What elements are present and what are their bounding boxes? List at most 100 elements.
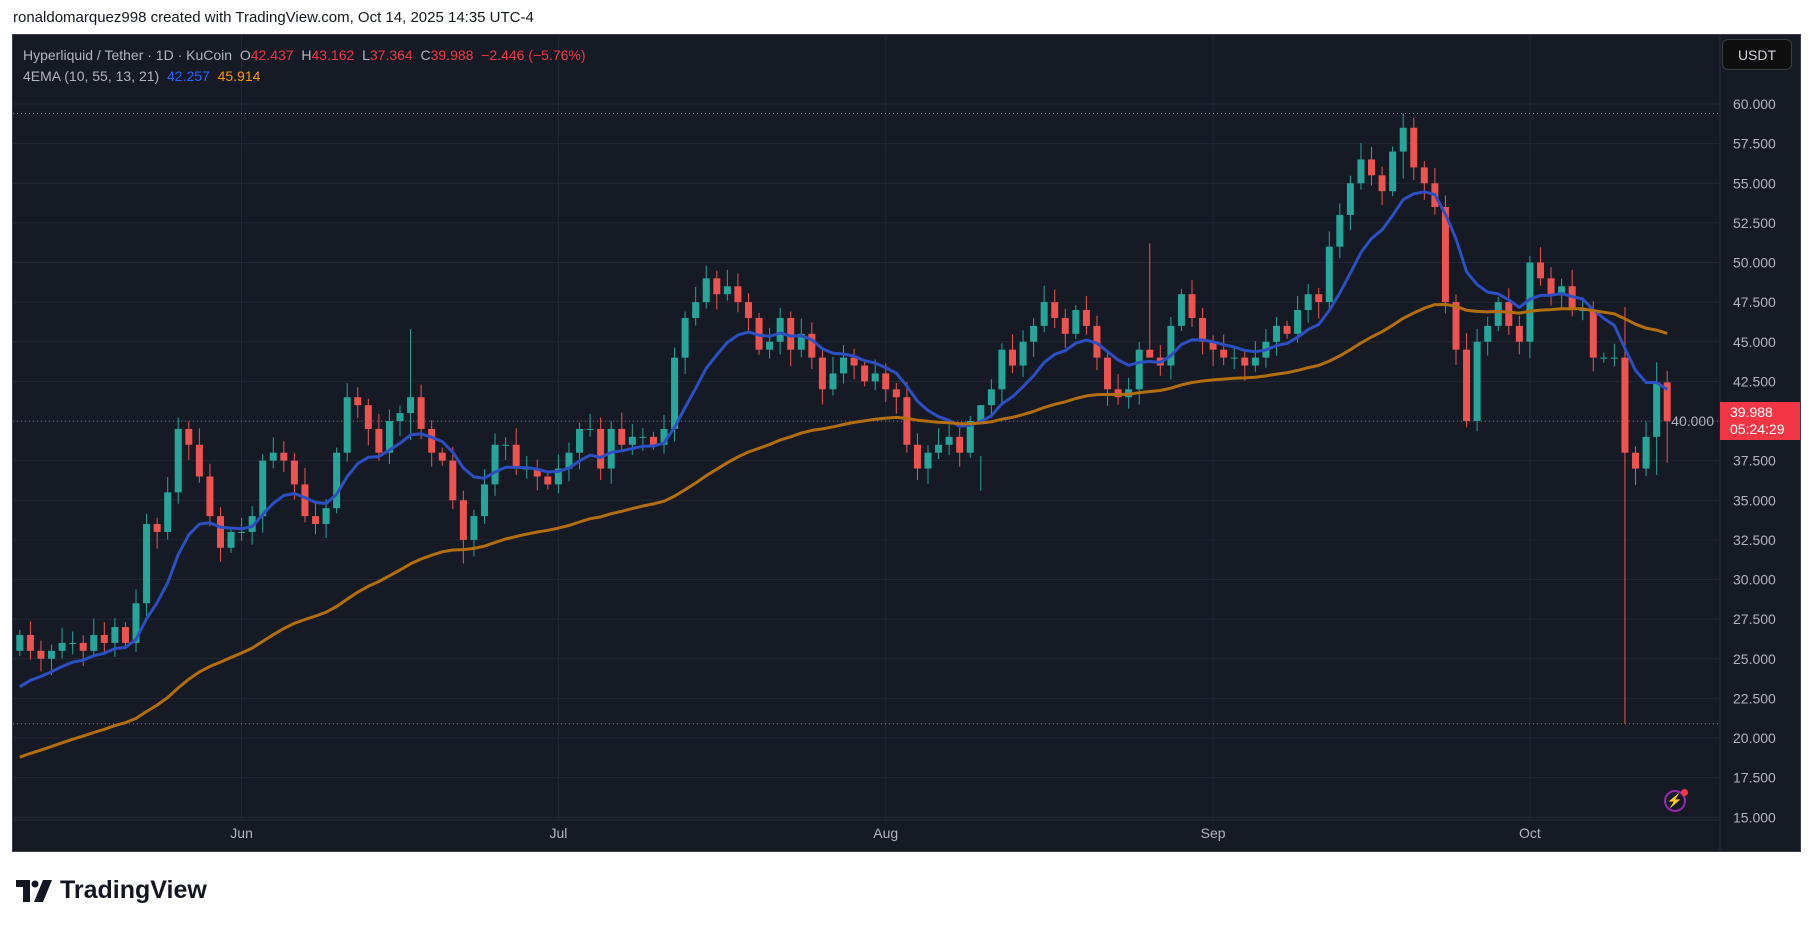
candle-up: [692, 302, 700, 318]
currency-button[interactable]: USDT: [1722, 39, 1792, 70]
candle-up: [269, 452, 277, 461]
candle-up: [1336, 214, 1344, 247]
indicator-legend-row: 4EMA (10, 55, 13, 21) 42.257 45.914: [23, 66, 586, 87]
candle-down: [512, 444, 520, 469]
symbol-title[interactable]: Hyperliquid / Tether · 1D · KuCoin: [23, 47, 233, 63]
candle-down: [438, 452, 446, 461]
candle-up: [1030, 325, 1038, 342]
x-tick-label: Jul: [549, 825, 567, 841]
candle-up: [671, 357, 679, 429]
candle-up: [1177, 294, 1185, 326]
candle-up: [1558, 286, 1566, 295]
candle-up: [586, 428, 594, 430]
candle-down: [195, 444, 203, 477]
candle-down: [1505, 302, 1513, 326]
candle-up: [1653, 382, 1661, 437]
candle-down: [818, 357, 826, 390]
candle-down: [1632, 452, 1640, 469]
candle-up: [227, 531, 235, 548]
candle-up: [132, 603, 140, 643]
candle-up: [1072, 310, 1080, 334]
candle-down: [1420, 167, 1428, 184]
candle-down: [544, 476, 552, 485]
candle-down: [301, 484, 309, 517]
candle-up: [111, 627, 119, 643]
candle-down: [1663, 382, 1671, 422]
tradingview-logo-icon: [16, 879, 52, 902]
high-label: H: [301, 47, 312, 63]
candle-up: [1526, 262, 1534, 342]
candle-up: [977, 405, 985, 421]
candle-down: [1547, 278, 1555, 295]
candle-down: [1463, 349, 1471, 421]
candle-up: [1642, 436, 1650, 469]
candle-up: [333, 452, 341, 509]
bar-countdown: 05:24:29: [1730, 421, 1785, 438]
candle-down: [428, 428, 436, 453]
candle-down: [1146, 349, 1154, 358]
chart-legend: Hyperliquid / Tether · 1D · KuCoin O42.4…: [23, 45, 586, 87]
close-label: C: [420, 47, 431, 63]
candle-up: [1251, 357, 1259, 366]
candle-up: [480, 484, 488, 517]
candle-up: [628, 436, 636, 445]
candle-up: [681, 317, 689, 358]
candles: [16, 113, 1671, 724]
candle-up: [924, 452, 932, 469]
x-tick-label: Oct: [1519, 825, 1541, 841]
candle-down: [1315, 294, 1323, 303]
candle-up: [1494, 302, 1502, 326]
candle-down: [1452, 302, 1460, 350]
price-chart[interactable]: 60.000 57.500 55.000 52.500 50.000 47.500 45.0…: [13, 35, 1801, 852]
candle-down: [850, 357, 858, 366]
candle-down: [787, 317, 795, 350]
y-tick-label: 47.500: [1733, 294, 1776, 310]
lightning-icon[interactable]: ⚡: [1664, 789, 1688, 812]
chart-panel[interactable]: 60.000 57.500 55.000 52.500 50.000 47.500 45.0…: [12, 34, 1801, 852]
last-price-label: 39.988 05:24:29: [1720, 402, 1800, 441]
candle-up: [840, 357, 848, 374]
tradingview-logo[interactable]: TradingView: [16, 876, 207, 905]
y-tick-label: 25.000: [1733, 651, 1776, 667]
candle-down: [1051, 302, 1059, 318]
candle-down: [216, 516, 224, 548]
x-tick-label: Aug: [873, 825, 898, 841]
candle-down: [903, 397, 911, 445]
candle-up: [1399, 127, 1407, 152]
candle-up: [871, 373, 879, 382]
candle-up: [776, 317, 784, 342]
low-label: L: [362, 47, 370, 63]
candle-down: [1568, 286, 1576, 311]
y-tick-label: 22.500: [1733, 690, 1776, 706]
y-tick-label: 20.000: [1733, 730, 1776, 746]
candle-down: [375, 428, 383, 453]
candle-down: [1199, 317, 1207, 342]
candle-down: [597, 428, 605, 469]
candle-up: [1167, 325, 1175, 366]
low-value: 37.364: [369, 47, 413, 63]
candle-up: [407, 397, 415, 414]
candle-down: [153, 524, 161, 532]
candle-down: [1241, 357, 1249, 366]
candle-up: [554, 468, 562, 485]
indicator-title[interactable]: 4EMA (10, 55, 13, 21): [23, 68, 160, 84]
candle-down: [1104, 357, 1112, 390]
candle-down: [618, 428, 626, 445]
ema-55-line: [19, 303, 1668, 759]
candle-down: [354, 397, 362, 406]
candle-down: [79, 642, 87, 651]
candle-up: [90, 634, 98, 651]
y-tick-label: 15.000: [1733, 809, 1776, 825]
candle-down: [1082, 310, 1090, 326]
candle-down: [956, 436, 964, 453]
candle-up: [1484, 325, 1492, 342]
candle-up: [502, 444, 510, 446]
candle-up: [385, 421, 393, 453]
close-value: 39.988: [430, 47, 474, 63]
candle-down: [100, 634, 108, 643]
candle-up: [660, 428, 668, 445]
candle-up: [607, 428, 615, 469]
candle-down: [744, 302, 752, 318]
candle-up: [1579, 310, 1587, 312]
candle-down: [1536, 262, 1544, 279]
